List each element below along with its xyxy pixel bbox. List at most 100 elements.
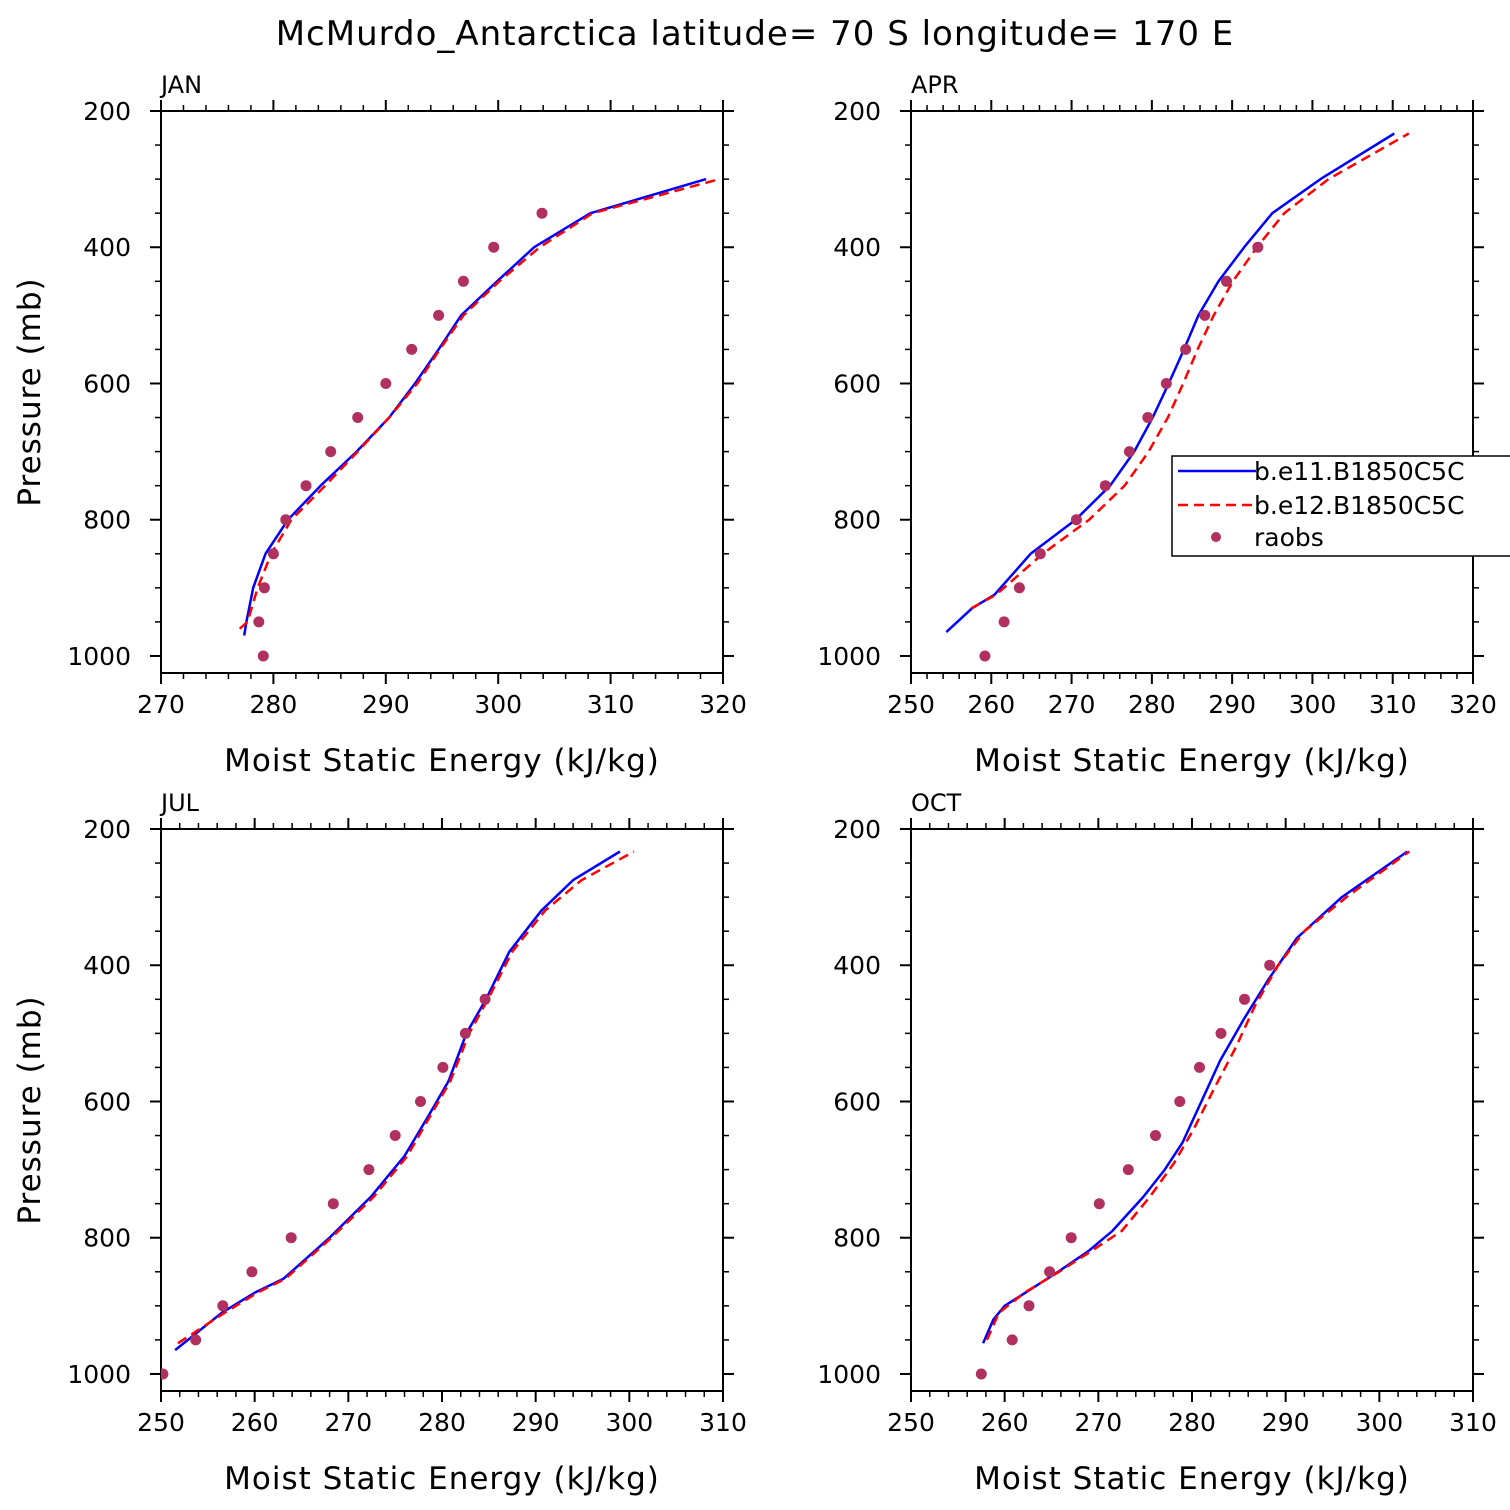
x-tick-label: 290 <box>362 690 410 719</box>
x-tick-label: 280 <box>250 690 298 719</box>
x-axis-label: Moist Static Energy (kJ/kg) <box>974 743 1410 779</box>
raobs-point <box>1215 1027 1227 1039</box>
series-line-b-e12-apr <box>970 132 1410 610</box>
raobs-point <box>190 1334 202 1346</box>
y-tick-label: 400 <box>833 951 881 980</box>
x-tick-label: 270 <box>1048 690 1096 719</box>
raobs-point <box>253 616 265 628</box>
raobs-point <box>1099 480 1111 492</box>
series-line-b-e11-apr <box>945 132 1395 634</box>
series-line-b-e12-jan <box>238 177 720 630</box>
raobs-point <box>1199 309 1211 321</box>
y-tick-label: 200 <box>83 97 131 126</box>
raobs-point <box>1150 1130 1161 1141</box>
raobs-point <box>217 1300 229 1312</box>
plot-area-apr <box>945 132 1410 662</box>
x-tick-label: 280 <box>1128 690 1176 719</box>
y-tick-label: 400 <box>83 233 131 262</box>
panel-jan: 270 280 290 300 310 320 200 400 600 800 1000 JAN Moi… <box>12 71 747 779</box>
y-tick-label: 600 <box>83 1087 131 1116</box>
legend-label-series2: b.e12.B1850C5C <box>1254 491 1465 520</box>
x-tick-label: 290 <box>512 1408 560 1437</box>
x-tick-label: 300 <box>1289 690 1337 719</box>
raobs-point <box>975 1368 987 1380</box>
y-tick-label: 200 <box>83 815 131 844</box>
panel-apr: 250 260 270 280 290 300 310 320 200 400 600 800 1000… <box>817 71 1496 779</box>
plot-frame-jan <box>160 110 724 674</box>
raobs-point <box>1194 1061 1205 1073</box>
x-tick-label: 250 <box>137 1408 185 1437</box>
raobs-point <box>1093 1198 1105 1210</box>
series-line-b-e12-jul <box>177 850 635 1345</box>
raobs-point <box>488 241 500 253</box>
x-tick-label: 320 <box>1449 690 1497 719</box>
raobs-point <box>267 548 279 560</box>
y-tick-label: 1000 <box>67 642 131 671</box>
raobs-point <box>1013 582 1025 594</box>
x-tick-label: 320 <box>699 690 747 719</box>
y-tick-label: 600 <box>833 369 881 398</box>
y-tick-label: 400 <box>833 233 881 262</box>
x-tick-label: 300 <box>474 690 522 719</box>
x-tick-label: 270 <box>1074 1408 1122 1437</box>
x-tick-label: 290 <box>1262 1408 1310 1437</box>
x-tick-label: 270 <box>137 690 185 719</box>
raobs-point <box>998 616 1010 628</box>
legend-label-series1: b.e11.B1850C5C <box>1254 457 1465 486</box>
raobs-point <box>1174 1096 1186 1107</box>
raobs-point <box>246 1266 258 1278</box>
x-axis-label: Moist Static Energy (kJ/kg) <box>224 1461 660 1497</box>
x-tick-label: 260 <box>231 1408 279 1437</box>
y-tick-label: 1000 <box>67 1360 131 1389</box>
raobs-point <box>363 1164 375 1176</box>
x-tick-label: 310 <box>699 1408 747 1437</box>
plot-frame-apr <box>910 110 1474 674</box>
y-tick-label: 800 <box>83 506 131 535</box>
y-tick-label: 600 <box>83 369 131 398</box>
panel-label-oct: OCT <box>911 789 962 817</box>
x-tick-label: 250 <box>887 690 935 719</box>
y-tick-label: 800 <box>833 506 881 535</box>
raobs-point <box>1123 446 1135 458</box>
raobs-point <box>280 514 292 526</box>
plot-area-jul <box>161 850 635 1380</box>
y-tick-label: 200 <box>833 97 881 126</box>
raobs-point <box>1070 514 1082 526</box>
y-tick-label: 1000 <box>817 642 881 671</box>
raobs-point <box>1252 241 1264 253</box>
panels: 270 280 290 300 310 320 200 400 600 800 1000 JAN Moi… <box>12 71 1497 1497</box>
legend-marker-raobs <box>1211 532 1221 542</box>
x-axis-label: Moist Static Energy (kJ/kg) <box>974 1461 1410 1497</box>
raobs-point <box>258 582 270 594</box>
raobs-point <box>327 1198 339 1210</box>
y-tick-label: 600 <box>833 1087 881 1116</box>
raobs-point <box>415 1096 426 1107</box>
raobs-point <box>1044 1266 1056 1278</box>
raobs-point <box>457 275 469 287</box>
raobs-point <box>161 1368 169 1380</box>
raobs-point <box>1160 378 1172 389</box>
y-axis-label: Pressure (mb) <box>12 995 48 1224</box>
x-tick-label: 300 <box>1355 1408 1403 1437</box>
raobs-point <box>433 309 445 321</box>
raobs-point <box>437 1061 449 1073</box>
x-tick-label: 270 <box>324 1408 372 1437</box>
x-tick-label: 280 <box>418 1408 466 1437</box>
y-tick-label: 200 <box>833 815 881 844</box>
panel-label-jul: JUL <box>159 789 200 817</box>
x-tick-label: 310 <box>1369 690 1417 719</box>
panel-oct: 250 260 270 280 290 300 310 200 400 600 800 1000 OCT… <box>817 789 1496 1497</box>
raobs-point <box>325 446 337 458</box>
x-axis-label: Moist Static Energy (kJ/kg) <box>224 743 660 779</box>
y-tick-label: 800 <box>833 1224 881 1253</box>
legend: b.e11.B1850C5C b.e12.B1850C5C raobs <box>1171 455 1510 557</box>
panel-jul: 250 260 270 280 290 300 310 200 400 600 800 1000 JUL… <box>12 789 747 1497</box>
raobs-point <box>1006 1334 1018 1346</box>
raobs-point <box>1264 959 1276 971</box>
x-tick-label: 260 <box>967 690 1015 719</box>
raobs-point <box>285 1232 297 1244</box>
x-tick-label: 250 <box>887 1408 935 1437</box>
raobs-point <box>352 412 364 423</box>
raobs-point <box>1122 1164 1134 1176</box>
